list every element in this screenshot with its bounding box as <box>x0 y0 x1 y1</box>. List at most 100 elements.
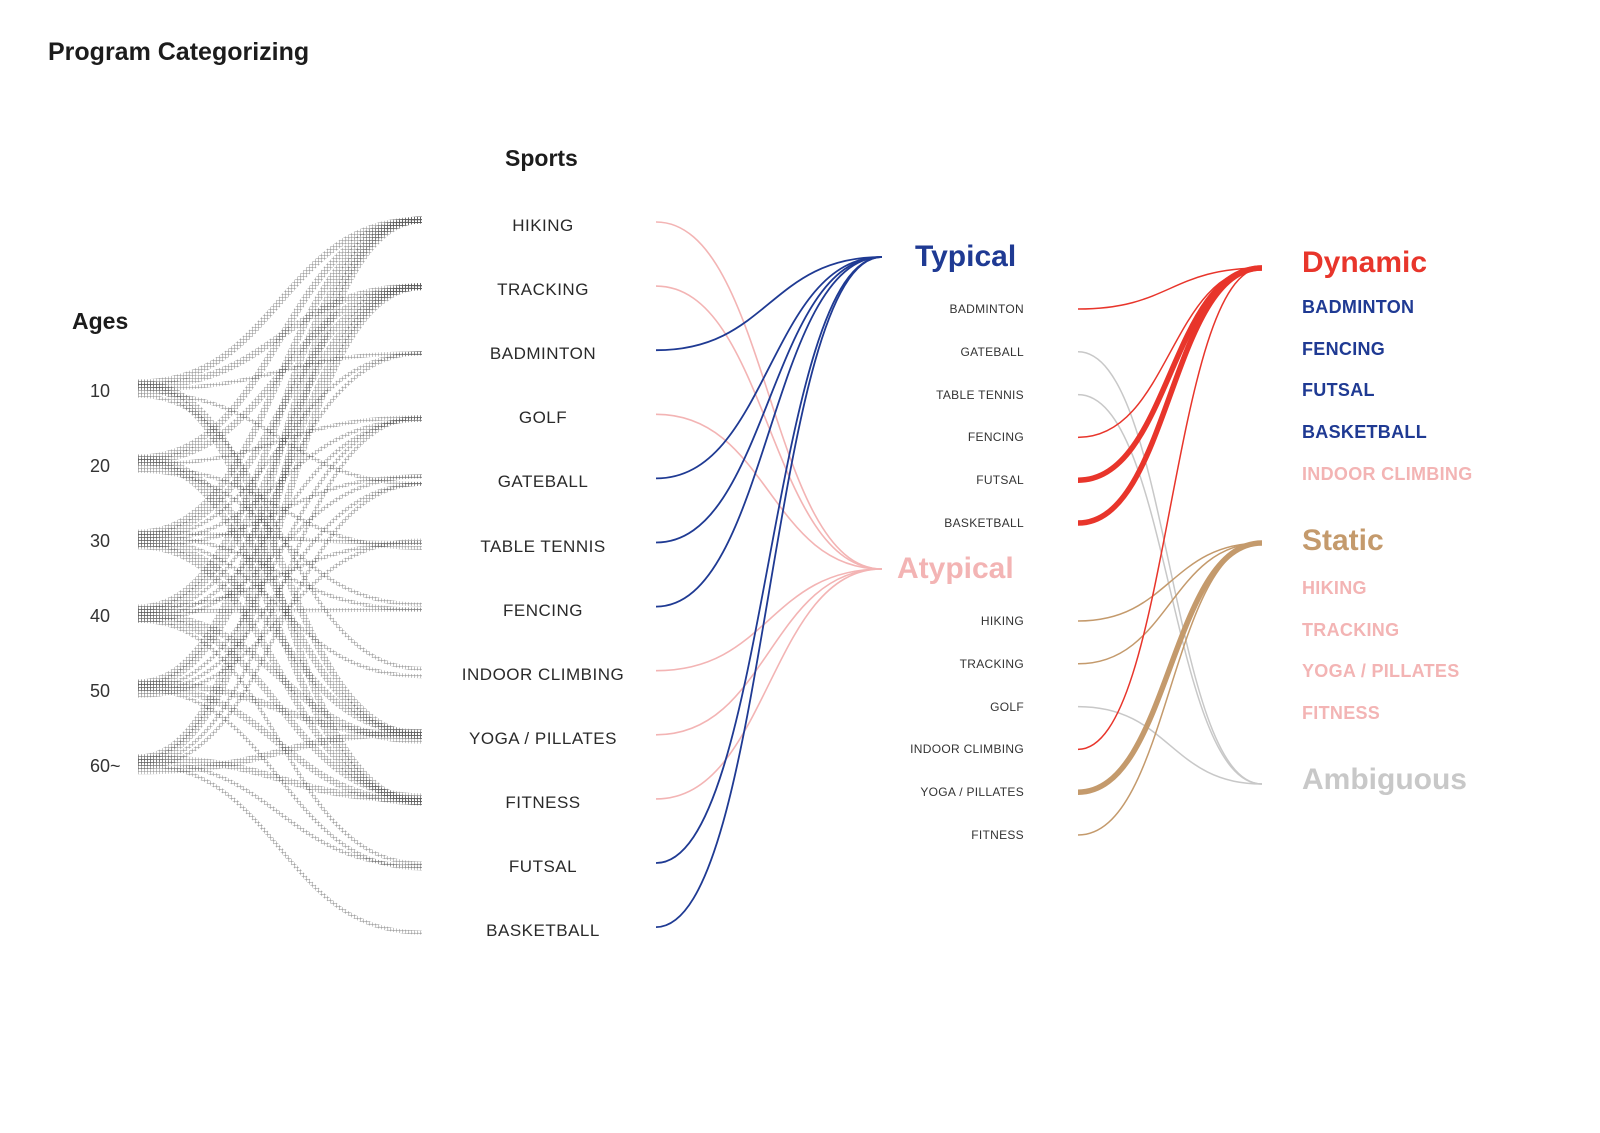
link-fitness-to-atypical <box>655 568 883 800</box>
atypical-item-tracking: TRACKING <box>959 656 1024 671</box>
sport-label-golf: GOLF <box>518 408 568 428</box>
age-ribbon <box>137 759 423 868</box>
age-ribbon-edge <box>137 614 423 741</box>
dynamic-category-label: Dynamic <box>1302 246 1428 279</box>
age-ribbon-edge <box>137 219 423 759</box>
link-gateball-to-ambiguous <box>1077 351 1263 785</box>
static-category-label: Static <box>1302 524 1384 557</box>
link-tracking-to-atypical <box>655 285 883 570</box>
static-item-fitness: FITNESS <box>1302 703 1381 724</box>
sport-label-tracking: TRACKING <box>497 280 589 300</box>
link-indoor-climbing-to-dynamic <box>1077 267 1263 751</box>
sports-heading: Sports <box>505 145 578 171</box>
dynamic-item-fencing: FENCING <box>1302 338 1386 359</box>
typical-item-basketball: BASKETBALL <box>944 516 1024 530</box>
age-label-50: 50 <box>90 681 111 701</box>
atypical-item-hiking: HIKING <box>980 614 1024 628</box>
age-ribbon-edge <box>137 757 423 800</box>
age-ribbon <box>137 379 423 739</box>
link-futsal-to-typical <box>655 256 883 864</box>
age-label-20: 20 <box>90 456 111 476</box>
age-ribbon-edge <box>137 219 423 384</box>
link-basketball-to-typical <box>655 256 883 928</box>
typical-item-gateball: GATEBALL <box>960 344 1024 359</box>
age-ribbon-edge <box>137 461 423 803</box>
dynamic-item-futsal: FUTSAL <box>1302 380 1375 401</box>
age-ribbon-edge <box>137 286 423 762</box>
sport-to-type-links <box>655 221 883 928</box>
age-label-30: 30 <box>90 531 111 551</box>
page-title: Program Categorizing <box>48 38 310 66</box>
ambiguous-category-label: Ambiguous <box>1302 763 1467 796</box>
link-yoga-pillates-to-atypical <box>655 568 883 736</box>
sport-label-gateball: GATEBALL <box>497 472 589 492</box>
link-hiking-to-atypical <box>655 221 883 570</box>
static-item-tracking: TRACKING <box>1302 619 1400 640</box>
link-golf-to-atypical <box>655 413 883 570</box>
dynamic-item-basketball: BASKETBALL <box>1302 422 1427 443</box>
age-ribbon-edge <box>137 732 423 771</box>
atypical-item-golf: GOLF <box>990 699 1024 714</box>
sport-label-futsal: FUTSAL <box>508 857 578 876</box>
age-ribbon-edge <box>137 539 423 677</box>
link-gateball-to-typical <box>655 256 883 480</box>
link-table-tennis-to-ambiguous <box>1077 393 1263 785</box>
typical-item-table-tennis: TABLE TENNIS <box>936 387 1024 402</box>
type-to-activity-links <box>1077 265 1263 836</box>
age-ribbon <box>137 539 423 737</box>
sport-label-fencing: FENCING <box>503 600 583 620</box>
link-basketball-to-dynamic <box>1077 265 1263 526</box>
age-to-sport-ribbons <box>137 216 423 935</box>
link-badminton-to-dynamic <box>1077 267 1263 310</box>
age-ribbon-edge <box>137 353 423 390</box>
sport-label-table-tennis: TABLE TENNIS <box>480 536 606 556</box>
age-ribbon-edge <box>137 286 423 462</box>
dynamic-item-badminton: BADMINTON <box>1302 297 1415 317</box>
atypical-item-indoor-climbing: INDOOR CLIMBING <box>910 742 1024 757</box>
sport-label-basketball: BASKETBALL <box>486 921 600 941</box>
age-label-10: 10 <box>90 381 111 401</box>
link-fencing-to-dynamic <box>1077 267 1263 439</box>
static-item-hiking: HIKING <box>1302 578 1367 598</box>
static-item-yoga-pillates: YOGA / PILLATES <box>1302 661 1460 682</box>
link-golf-to-ambiguous <box>1077 705 1263 785</box>
link-badminton-to-typical <box>655 256 883 352</box>
typical-item-fencing: FENCING <box>967 430 1024 445</box>
age-ribbon-edge <box>137 219 423 684</box>
atypical-item-yoga-pillates: YOGA / PILLATES <box>920 785 1024 800</box>
link-fencing-to-typical <box>655 256 883 608</box>
link-hiking-to-static <box>1077 542 1263 622</box>
typical-category-label: Typical <box>915 240 1017 273</box>
link-yoga-pillates-to-static <box>1077 540 1263 795</box>
link-table-tennis-to-typical <box>655 256 883 544</box>
age-label-60: 60~ <box>90 756 121 776</box>
typical-item-badminton: BADMINTON <box>949 302 1024 316</box>
sport-label-hiking: HIKING <box>512 216 574 235</box>
atypical-item-fitness: FITNESS <box>971 828 1024 842</box>
age-ribbon <box>137 607 423 614</box>
age-ribbon-edge <box>137 689 423 869</box>
age-ribbon-edge <box>137 532 423 544</box>
dynamic-item-indoor-climbing: INDOOR CLIMBING <box>1302 463 1473 484</box>
age-ribbon-edge <box>137 417 423 765</box>
link-tracking-to-static <box>1077 542 1263 665</box>
link-futsal-to-dynamic <box>1077 265 1263 483</box>
sport-label-indoor-climbing: INDOOR CLIMBING <box>461 664 625 684</box>
age-label-40: 40 <box>90 606 111 626</box>
sport-label-badminton: BADMINTON <box>489 344 597 364</box>
age-ribbon-edge <box>137 617 423 798</box>
link-indoor-climbing-to-atypical <box>655 568 883 672</box>
age-ribbon-edge <box>137 476 423 546</box>
link-fitness-to-static <box>1077 542 1263 836</box>
ages-heading: Ages <box>72 308 129 334</box>
age-ribbon <box>137 534 423 612</box>
age-ribbon <box>137 481 423 770</box>
atypical-category-label: Atypical <box>897 552 1014 585</box>
sport-label-yoga-pillates: YOGA / PILLATES <box>469 728 617 748</box>
sport-label-fitness: FITNESS <box>505 792 581 812</box>
age-ribbon <box>137 474 423 623</box>
age-ribbon-edge <box>137 417 423 690</box>
age-ribbon-edge <box>137 542 423 609</box>
